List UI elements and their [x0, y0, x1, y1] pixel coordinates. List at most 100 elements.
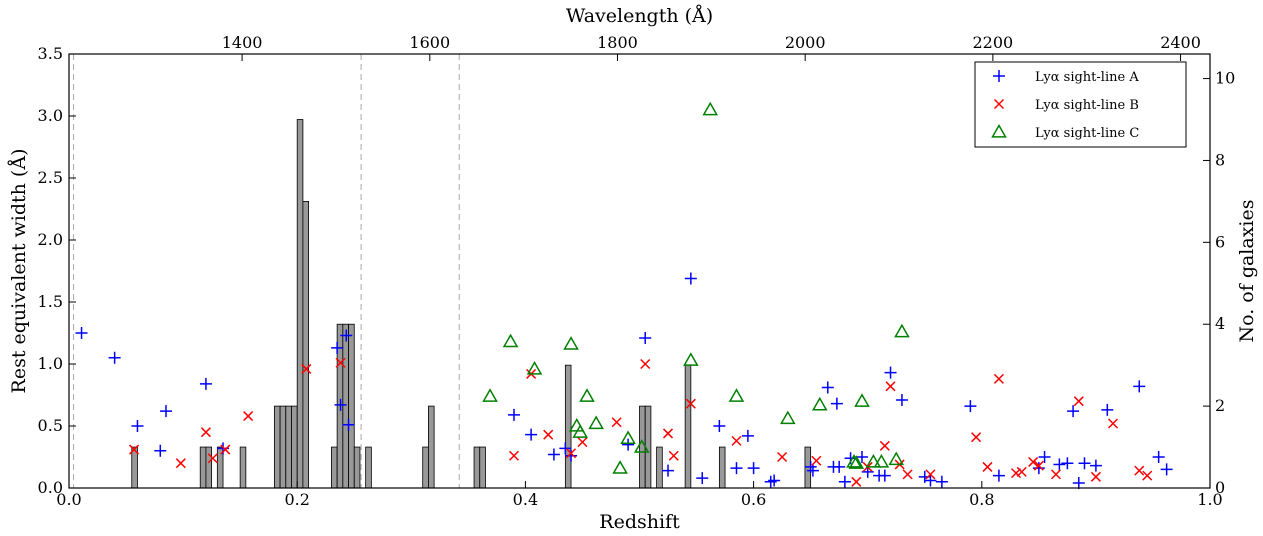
data-point: [543, 429, 554, 440]
y2-tick-label: 2: [1215, 396, 1225, 415]
data-point: [563, 336, 579, 350]
data-point: [175, 458, 186, 469]
data-point: [992, 469, 1005, 482]
y-tick-label: 2.0: [38, 230, 63, 249]
data-point: [730, 462, 743, 475]
secondary-y-axis-title: No. of galaxies: [1236, 199, 1258, 342]
data-point: [884, 366, 897, 379]
data-point: [1032, 462, 1045, 475]
histogram-bar: [199, 446, 207, 489]
data-point: [683, 352, 699, 366]
data-point: [220, 444, 231, 455]
data-point: [662, 428, 674, 439]
data-point: [243, 411, 254, 422]
y-tick-label: 0.0: [38, 478, 63, 497]
legend: Lyα sight-line A Lyα sight-line B Lyα si…: [974, 61, 1187, 148]
data-point: [1073, 396, 1084, 407]
top-axis-title: Wavelength (Å): [566, 5, 713, 27]
data-point: [662, 464, 675, 477]
data-point: [129, 444, 140, 455]
data-point: [335, 357, 346, 368]
y2-tick-label: 8: [1215, 150, 1225, 169]
data-point: [342, 418, 355, 431]
y2-tick-label: 0: [1215, 478, 1225, 497]
data-point: [993, 373, 1004, 384]
histogram-bar: [639, 405, 646, 489]
histogram-bar: [285, 405, 292, 489]
x-tick-label: 1.0: [1197, 490, 1222, 509]
scatter-points: [75, 101, 1173, 490]
data-point: [855, 451, 868, 463]
histogram-bar: [279, 405, 287, 489]
histogram-bar: [273, 405, 281, 489]
data-point: [846, 453, 862, 468]
data-point: [525, 428, 538, 441]
data-point: [971, 432, 982, 443]
histogram-bar: [473, 446, 481, 489]
histogram-bar: [656, 446, 663, 489]
data-point: [1160, 463, 1173, 476]
x-tick-label: 0.6: [741, 490, 766, 509]
data-point: [764, 475, 777, 488]
data-point: [1090, 471, 1101, 482]
data-point: [639, 331, 652, 344]
histogram-bar: [348, 323, 355, 489]
histogram-bar: [131, 446, 138, 489]
histogram-bar: [331, 446, 338, 489]
data-point: [747, 462, 760, 475]
data-point: [612, 460, 628, 474]
top-tick-label: 2000: [785, 33, 826, 52]
data-point: [1078, 457, 1091, 470]
data-point: [334, 398, 347, 411]
y-tick-label: 1.5: [38, 292, 63, 311]
data-point: [547, 448, 560, 461]
data-point: [668, 450, 679, 461]
tick-labels: 0.0 0.2 0.4 0.6 0.8 1.0 0.0 0.5 1.0 1.5 2.0 2.5 3.0 3…: [38, 33, 1236, 509]
data-point: [331, 341, 344, 354]
data-point: [301, 363, 312, 374]
data-point: [925, 469, 936, 480]
data-point: [75, 327, 88, 339]
data-point: [768, 474, 781, 487]
legend-marker-b: [993, 98, 1005, 110]
data-point: [854, 393, 870, 407]
legend-marker-a: [993, 70, 1005, 82]
data-point: [1072, 477, 1085, 490]
data-point: [1101, 403, 1114, 416]
legend-label-a: Lyα sight-line A: [1035, 70, 1139, 85]
legend-label-c: Lyα sight-line C: [1035, 126, 1139, 141]
histogram: [131, 119, 812, 489]
data-point: [895, 393, 908, 406]
data-point: [1016, 466, 1027, 477]
histogram-bar: [302, 200, 310, 489]
y2-tick-label: 6: [1215, 232, 1225, 251]
top-tick-label: 2400: [1160, 33, 1201, 52]
histogram-bar: [353, 446, 361, 489]
x-tick-label: 0.8: [969, 490, 994, 509]
legend-marker-symbol: [993, 98, 1005, 110]
data-point: [964, 400, 977, 413]
data-point: [728, 388, 745, 402]
data-point: [811, 396, 828, 411]
data-point: [108, 351, 121, 364]
data-point: [1061, 457, 1074, 470]
data-point: [154, 444, 167, 457]
data-point: [741, 429, 754, 442]
top-tick-label: 1800: [597, 33, 638, 52]
histogram-bar: [479, 446, 486, 489]
data-point: [1142, 470, 1153, 481]
histogram-bar: [342, 323, 349, 489]
data-point: [821, 381, 834, 394]
y2-tick-label: 10: [1215, 69, 1235, 88]
legend-marker-c: [991, 123, 1007, 138]
data-point: [1028, 456, 1039, 467]
data-point: [588, 415, 604, 430]
data-point: [508, 450, 520, 461]
data-point: [894, 323, 910, 338]
x-axis-title: Redshift: [599, 511, 680, 533]
series-a: [75, 272, 1173, 490]
top-tick-label: 1600: [409, 33, 450, 52]
data-point: [159, 405, 172, 418]
data-point: [620, 430, 636, 445]
data-point: [696, 472, 709, 485]
